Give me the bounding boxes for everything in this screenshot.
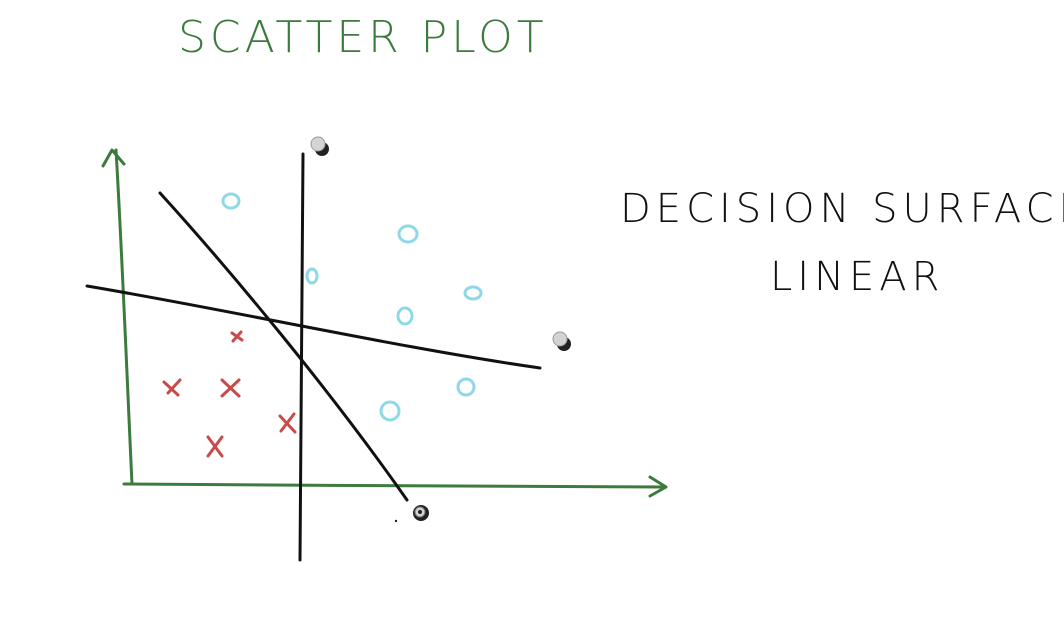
decision-line-vertical — [298, 152, 305, 562]
annotation-linear: LINEAR — [770, 254, 944, 300]
o-point — [396, 306, 414, 326]
decision-lines — [85, 152, 542, 562]
y-axis — [114, 148, 134, 486]
axes — [101, 148, 668, 498]
o-class-points — [221, 192, 483, 422]
o-point — [456, 377, 476, 397]
page-title: SCATTER PLOT — [178, 12, 548, 63]
y-axis-arrowhead — [101, 148, 126, 168]
drag-handle-icon[interactable] — [552, 331, 571, 351]
decision-line-horizontal — [85, 284, 542, 370]
stray-dot — [394, 519, 398, 523]
o-point — [379, 400, 401, 422]
o-point — [305, 267, 319, 285]
x-axis — [122, 482, 666, 489]
x-point — [220, 378, 241, 398]
x-point — [162, 378, 182, 397]
x-axis-arrowhead — [648, 475, 668, 498]
drag-handle-icon[interactable] — [413, 505, 429, 521]
o-point — [397, 224, 419, 244]
x-point — [206, 435, 224, 458]
x-class-points — [162, 330, 297, 458]
x-point — [278, 412, 297, 434]
drag-handle-icon[interactable] — [310, 136, 329, 156]
o-point — [463, 285, 483, 301]
decision-line-diagonal — [158, 191, 409, 502]
x-point — [230, 330, 244, 343]
o-point — [221, 192, 241, 210]
annotation-decision-surface: DECISION SURFACE — [620, 186, 1064, 232]
